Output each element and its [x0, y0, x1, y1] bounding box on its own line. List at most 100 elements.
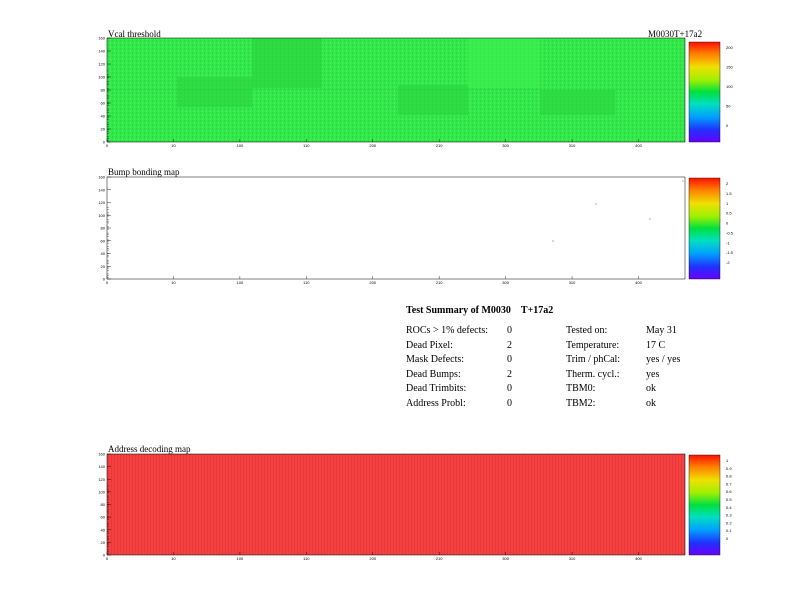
address-colorbar — [688, 454, 721, 556]
x-tick-label: 100 — [237, 280, 244, 285]
colorbar-tick-label: 1 — [726, 201, 729, 206]
x-tick-label: 400 — [635, 280, 642, 285]
right-summary-value: ok — [646, 398, 656, 409]
y-tick-label: 40 — [101, 251, 106, 256]
x-tick-label: 300 — [502, 280, 509, 285]
vcal-heatmap — [106, 37, 686, 143]
colorbar-tick-label: 0 — [726, 536, 729, 541]
x-tick-label: 10 — [171, 143, 176, 148]
left-summary-value: 2 — [507, 339, 512, 351]
y-tick-label: 160 — [98, 175, 105, 180]
y-tick-label: 140 — [98, 464, 105, 469]
x-tick-label: 0 — [106, 143, 109, 148]
y-tick-label: 160 — [98, 452, 105, 457]
right-summary-label: Trim / phCal: — [566, 354, 621, 366]
y-tick-label: 0 — [103, 553, 106, 558]
x-tick-label: 210 — [436, 556, 443, 561]
x-tick-label: 110 — [303, 143, 310, 148]
left-summary-value: 0 — [507, 354, 512, 366]
colorbar-tick-label: 150 — [726, 65, 733, 70]
y-tick-label: 80 — [101, 226, 106, 231]
x-tick-label: 210 — [436, 143, 443, 148]
bump-bonding-title: Bump bonding map — [108, 167, 180, 177]
left-summary-label: Address Probl: — [406, 398, 466, 409]
x-tick-label: 100 — [237, 556, 244, 561]
y-tick-label: 40 — [101, 114, 106, 119]
dead-bump-point — [649, 218, 651, 220]
x-tick-label: 310 — [569, 556, 576, 561]
colorbar-tick-label: 0.3 — [726, 513, 732, 518]
x-tick-label: 400 — [635, 556, 642, 561]
left-summary-value: 0 — [507, 383, 512, 395]
left-summary-label: Dead Bumps: — [406, 368, 461, 380]
left-summary-label: Dead Pixel: — [406, 339, 453, 351]
y-tick-label: 20 — [101, 540, 106, 545]
y-tick-label: 60 — [101, 515, 106, 520]
x-tick-label: 300 — [502, 556, 509, 561]
right-summary-label: Tested on: — [566, 325, 608, 336]
colorbar-tick-label: -1 — [726, 240, 730, 245]
y-tick-label: 120 — [98, 62, 105, 67]
colorbar-tick-label: 0.2 — [726, 520, 732, 525]
x-tick-label: 310 — [569, 280, 576, 285]
y-tick-label: 20 — [101, 264, 106, 269]
y-tick-label: 60 — [101, 101, 106, 106]
address-decoding-title: Address decoding map — [108, 444, 191, 454]
y-tick-label: 160 — [98, 36, 105, 41]
y-tick-label: 100 — [98, 489, 105, 494]
colorbar-tick-label: 0.8 — [726, 474, 732, 479]
x-tick-label: 210 — [436, 280, 443, 285]
y-tick-label: 0 — [103, 140, 106, 145]
x-tick-label: 10 — [171, 556, 176, 561]
x-tick-label: 310 — [569, 143, 576, 148]
x-tick-label: 110 — [303, 280, 310, 285]
right-summary-value: yes — [646, 368, 660, 380]
x-tick-label: 110 — [303, 556, 310, 561]
right-summary-value: May 31 — [646, 325, 677, 336]
x-tick-label: 0 — [106, 280, 109, 285]
left-summary-label: ROCs > 1% defects: — [406, 325, 489, 336]
x-tick-label: 10 — [171, 280, 176, 285]
colorbar-tick-label: 0 — [726, 123, 729, 128]
bump-heatmap — [106, 176, 686, 280]
y-tick-label: 140 — [98, 49, 105, 54]
y-tick-label: 40 — [101, 527, 106, 532]
module-id-label: M0030T+17a2 — [648, 29, 703, 39]
colorbar-tick-label: 0.5 — [726, 211, 732, 216]
colorbar-tick-label: 0.4 — [726, 505, 732, 510]
colorbar-tick-label: 0.9 — [726, 466, 732, 471]
vcal-threshold-title: Vcal threshold — [108, 29, 161, 39]
colorbar-tick-label: 0.7 — [726, 481, 732, 486]
right-summary-label: TBM2: — [566, 398, 596, 409]
summary-title-main: Test Summary of M0030 — [406, 305, 511, 316]
colorbar-tick-label: -1.5 — [726, 250, 734, 255]
y-tick-label: 120 — [98, 200, 105, 205]
right-summary-label: TBM0: — [566, 383, 596, 395]
colorbar-tick-label: 1.5 — [726, 191, 732, 196]
vcal-colorbar — [688, 41, 721, 143]
left-summary-label: Dead Trimbits: — [406, 383, 467, 395]
x-tick-label: 300 — [502, 143, 509, 148]
colorbar-tick-label: 0 — [726, 221, 729, 226]
left-summary-label: Mask Defects: — [406, 354, 465, 366]
y-tick-label: 20 — [101, 127, 106, 132]
y-tick-label: 0 — [103, 277, 106, 282]
right-summary-label: Therm. cycl.: — [566, 368, 620, 380]
colorbar-tick-label: 200 — [726, 45, 733, 50]
x-tick-label: 200 — [369, 280, 376, 285]
y-tick-label: 100 — [98, 213, 105, 218]
bump-colorbar — [688, 177, 721, 280]
left-summary-value: 0 — [507, 398, 512, 409]
right-summary-value: 17 C — [646, 339, 666, 351]
colorbar-tick-label: 100 — [726, 84, 733, 89]
x-tick-label: 400 — [635, 143, 642, 148]
colorbar-tick-label: 2 — [726, 181, 729, 186]
colorbar-tick-label: 0.1 — [726, 528, 732, 533]
dead-bump-point — [595, 203, 597, 205]
right-summary-value: ok — [646, 383, 656, 395]
y-tick-label: 60 — [101, 238, 106, 243]
colorbar-tick-label: 0.5 — [726, 497, 732, 502]
right-summary-label: Temperature: — [566, 339, 620, 351]
y-tick-label: 140 — [98, 187, 105, 192]
left-summary-value: 0 — [507, 325, 512, 336]
